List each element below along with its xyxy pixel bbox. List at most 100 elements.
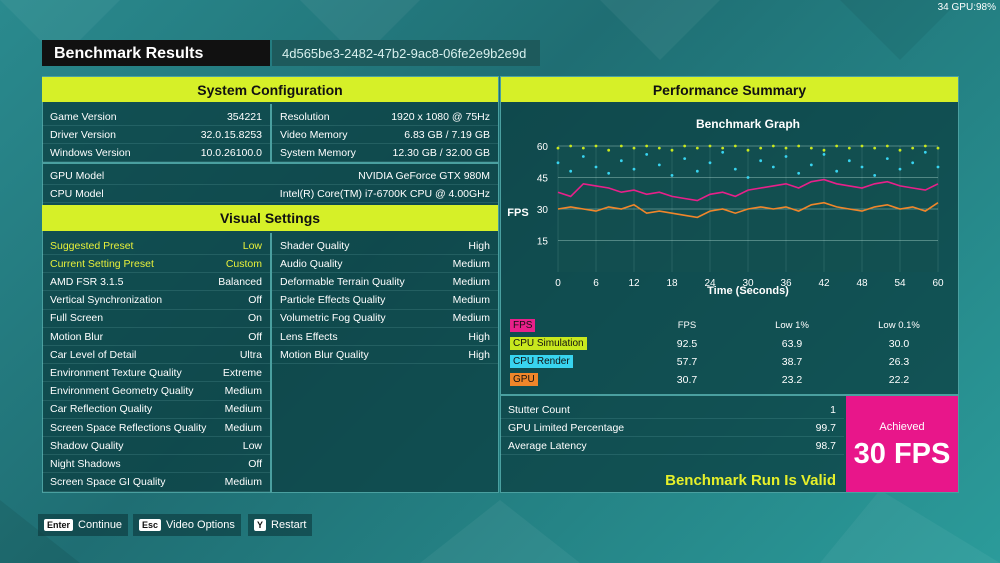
key-hint: Y [254, 519, 267, 531]
setting-row: Shader Quality High [272, 237, 498, 255]
setting-value: Medium [452, 275, 490, 288]
x-axis-label: Time (Seconds) [707, 285, 789, 297]
series-dot [936, 165, 940, 169]
x-tick-label: 18 [666, 278, 678, 289]
y-tick-label: 30 [537, 205, 549, 216]
series-dot [885, 144, 889, 148]
setting-value: 98.7 [815, 439, 836, 452]
setting-label: Screen Space Reflections Quality [50, 421, 207, 434]
setting-label: AMD FSR 3.1.5 [50, 275, 124, 288]
setting-label: GPU Model [50, 169, 105, 182]
setting-row: Deformable Terrain Quality Medium [272, 273, 498, 292]
series-dot [721, 150, 725, 154]
series-dot [670, 174, 674, 177]
setting-row: GPU Model NVIDIA GeForce GTX 980M [42, 167, 498, 185]
series-dot [721, 146, 725, 150]
footer-button[interactable]: Enter Continue [38, 514, 129, 536]
section-header: Performance Summary [501, 77, 958, 102]
series-dot [847, 159, 851, 163]
series-dot [936, 146, 940, 150]
setting-label: CPU Model [50, 187, 104, 200]
series-dot [746, 176, 750, 179]
series-dot [645, 153, 649, 156]
setting-value: Custom [225, 257, 262, 270]
series-dot [784, 146, 788, 150]
series-dot [911, 161, 915, 165]
setting-label: Average Latency [508, 439, 587, 452]
series-dot [809, 146, 813, 150]
setting-row: Resolution 1920 x 1080 @ 75Hz [272, 108, 498, 126]
setting-value: Medium [452, 312, 490, 325]
series-dot [670, 148, 674, 152]
setting-row: Driver Version 32.0.15.8253 [42, 126, 270, 144]
table-cell: 63.9 [781, 338, 803, 350]
series-dot [911, 146, 915, 150]
table-cell: 57.7 [676, 356, 698, 368]
setting-label: Lens Effects [280, 330, 338, 343]
setting-row: Windows Version 10.0.26100.0 [42, 144, 270, 162]
setting-label: Environment Texture Quality [50, 366, 182, 379]
setting-row: AMD FSR 3.1.5 Balanced [42, 273, 270, 292]
setting-row: Car Level of Detail Ultra [42, 346, 270, 365]
setting-row: Stutter Count 1 [500, 401, 844, 419]
setting-value: Medium [224, 421, 262, 434]
setting-row: Lens Effects High [272, 328, 498, 346]
achieved-value: 30 FPS [853, 438, 951, 470]
setting-label: System Memory [280, 146, 356, 159]
setting-row: Car Reflection Quality Medium [42, 401, 270, 419]
x-tick-label: 60 [932, 278, 944, 289]
key-hint: Esc [139, 519, 162, 531]
series-dot [784, 155, 788, 158]
setting-row: Suggested Preset Low [42, 237, 270, 255]
legend-badge: FPS [510, 319, 536, 332]
footer-button[interactable]: Y Restart [248, 514, 313, 536]
setting-label: Audio Quality [280, 257, 343, 270]
setting-row: CPU Model Intel(R) Core(TM) i7-6700K CPU … [42, 185, 498, 203]
series-dot [594, 144, 598, 148]
setting-value: High [468, 330, 490, 343]
series-dot [695, 146, 699, 150]
x-tick-label: 42 [818, 278, 830, 289]
series-dot [683, 144, 687, 148]
series-dot [556, 146, 560, 150]
footer-button[interactable]: Esc Video Options [133, 514, 241, 536]
series-dot [607, 148, 611, 152]
setting-label: GPU Limited Percentage [508, 421, 625, 434]
table-cell: 26.3 [888, 356, 910, 368]
setting-row: Screen Space Reflections Quality Medium [42, 419, 270, 437]
setting-label: Full Screen [50, 312, 104, 325]
series-dot [581, 146, 585, 150]
series-dot [759, 159, 763, 163]
setting-value: 6.83 GB / 7.19 GB [404, 128, 490, 141]
series-dot [923, 144, 927, 148]
setting-label: Motion Blur [50, 330, 104, 343]
setting-value: Medium [224, 476, 262, 489]
setting-label: Volumetric Fog Quality [280, 312, 386, 325]
divider [270, 104, 272, 162]
series-dot [569, 169, 573, 173]
setting-value: On [247, 312, 262, 325]
setting-row: System Memory 12.30 GB / 32.00 GB [272, 144, 498, 162]
x-tick-label: 0 [555, 278, 561, 289]
section-header: System Configuration [42, 77, 498, 102]
setting-value: 1920 x 1080 @ 75Hz [391, 110, 490, 123]
table-cell: 38.7 [781, 356, 803, 368]
series-dot [797, 144, 801, 148]
setting-row: Volumetric Fog Quality Medium [272, 310, 498, 328]
run-id: 4d565be3-2482-47b2-9ac8-06fe2e9b2e9d [272, 40, 540, 66]
series-dot [708, 161, 712, 165]
series-dot [645, 144, 649, 148]
x-tick-label: 24 [704, 278, 716, 289]
series-dot [898, 148, 902, 152]
setting-label: Windows Version [50, 146, 131, 159]
setting-label: Stutter Count [508, 403, 570, 416]
setting-value: NVIDIA GeForce GTX 980M [358, 169, 490, 182]
column-header: FPS [677, 320, 697, 331]
series-dot [809, 163, 813, 167]
series-dot [556, 161, 560, 165]
setting-row: Environment Geometry Quality Medium [42, 383, 270, 401]
setting-row: Environment Texture Quality Extreme [42, 364, 270, 383]
series-line [557, 178, 939, 202]
series-dot [771, 144, 775, 148]
